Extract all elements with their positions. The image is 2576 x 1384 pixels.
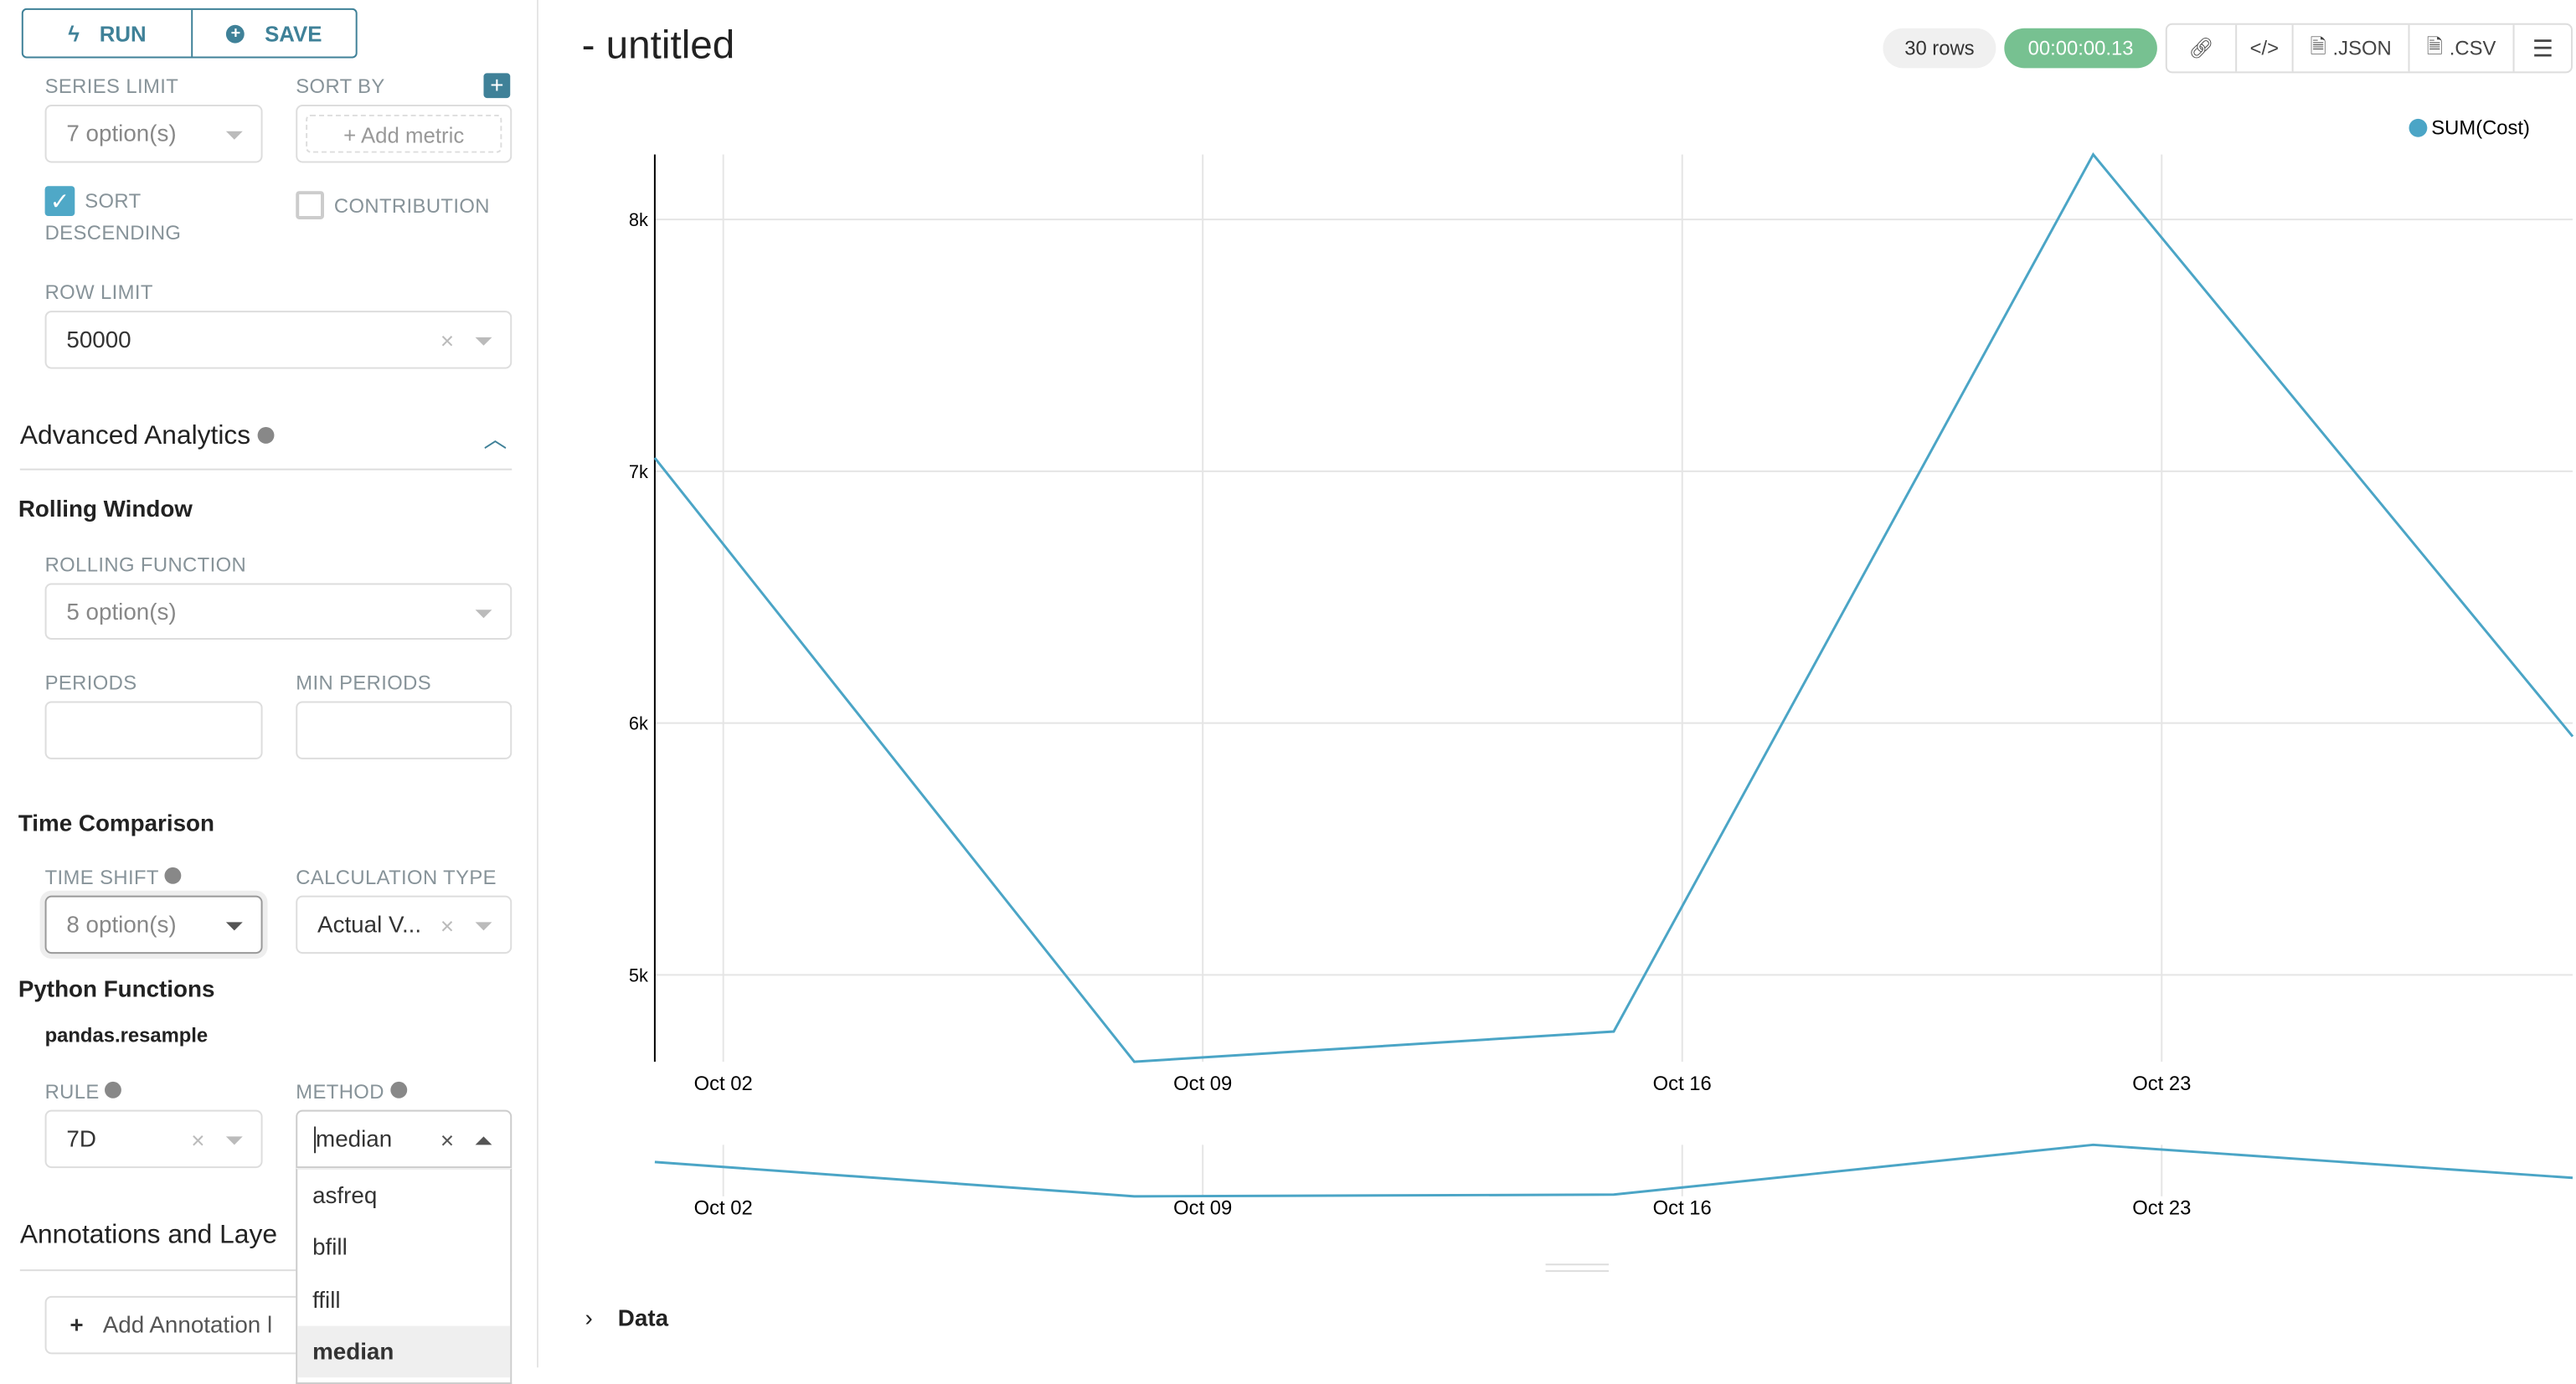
y-tick-label: 7k bbox=[629, 461, 648, 482]
plus-icon: + bbox=[70, 1311, 83, 1338]
brush-series-line bbox=[655, 1145, 2573, 1196]
x-tick-label: Oct 02 bbox=[694, 1073, 753, 1095]
legend[interactable]: SUM(Cost) bbox=[2409, 117, 2530, 140]
data-section-toggle[interactable]: › Data bbox=[585, 1304, 669, 1331]
legend-marker bbox=[2409, 119, 2428, 137]
brush-handle[interactable] bbox=[1546, 1264, 1609, 1271]
legend-label: SUM(Cost) bbox=[2431, 117, 2530, 140]
brush-x-tick-label: Oct 09 bbox=[1173, 1197, 1232, 1220]
x-tick-label: Oct 16 bbox=[1653, 1073, 1712, 1095]
y-tick-label: 8k bbox=[629, 209, 648, 230]
y-tick-label: 6k bbox=[629, 713, 648, 734]
line-chart: SUM(Cost) Oct 02 Oct 02 Oct 09 Oct 09 Oct 16… bbox=[0, 0, 2576, 1296]
series-line bbox=[655, 155, 2573, 1062]
x-tick-label: Oct 23 bbox=[2132, 1073, 2191, 1095]
y-tick-label: 5k bbox=[629, 965, 648, 985]
chevron-right-icon: › bbox=[585, 1304, 605, 1331]
x-tick-label: Oct 09 bbox=[1173, 1073, 1232, 1095]
brush-x-tick-label: Oct 02 bbox=[694, 1197, 753, 1220]
brush-x-tick-label: Oct 23 bbox=[2132, 1197, 2191, 1220]
method-option-selected[interactable]: median bbox=[297, 1326, 510, 1378]
brush-x-tick-label: Oct 16 bbox=[1653, 1197, 1712, 1220]
